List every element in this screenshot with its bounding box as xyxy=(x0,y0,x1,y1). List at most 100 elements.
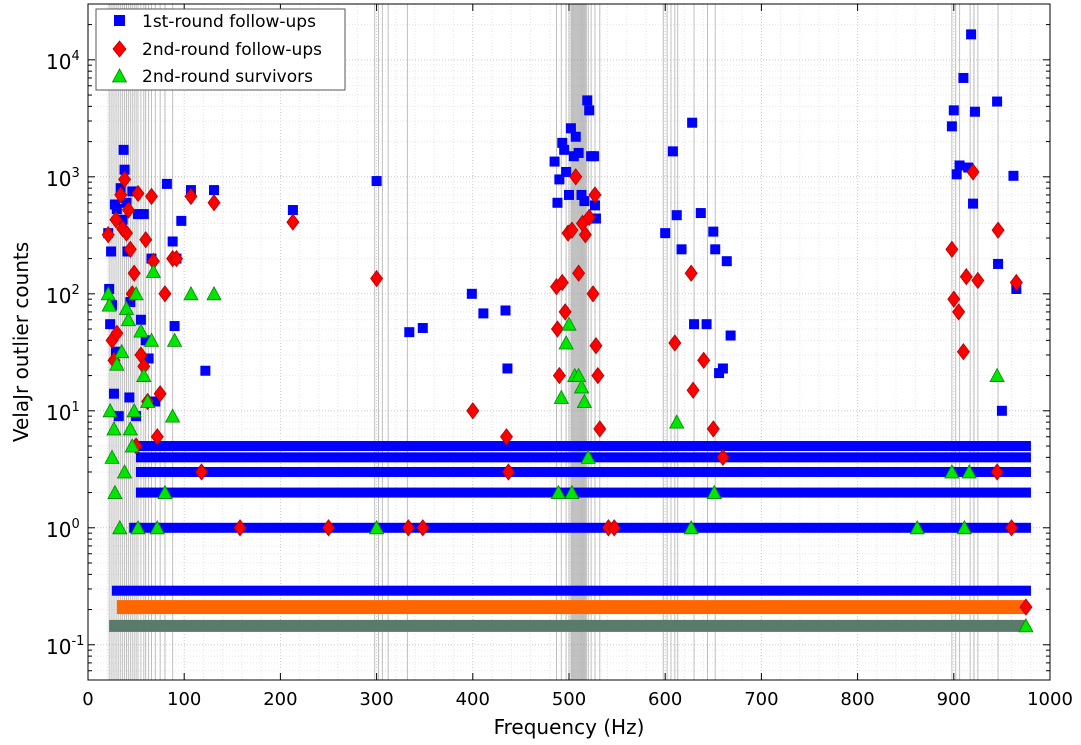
data-point-triangle xyxy=(107,484,123,499)
data-point-triangle xyxy=(944,464,960,479)
data-point-diamond xyxy=(550,320,564,338)
band-square-row xyxy=(135,522,1031,533)
data-point-square xyxy=(500,305,511,316)
data-point-square xyxy=(119,164,130,175)
data-point-square xyxy=(1008,170,1019,181)
data-point-diamond xyxy=(195,463,209,481)
data-point-diamond xyxy=(952,303,966,321)
data-point-square xyxy=(110,346,121,357)
data-point-diamond xyxy=(945,240,959,258)
data-point-triangle xyxy=(1018,618,1034,633)
data-point-diamond xyxy=(123,240,137,258)
data-point-diamond xyxy=(127,264,141,282)
data-point-square xyxy=(209,185,220,196)
data-point-diamond xyxy=(114,186,128,204)
data-point-triangle xyxy=(564,484,580,499)
data-point-square xyxy=(667,146,678,157)
legend-box xyxy=(95,8,346,91)
band-square-row xyxy=(111,585,1031,596)
x-tick-label: 600 xyxy=(648,689,682,710)
data-point-triangle xyxy=(114,343,130,359)
data-point-triangle xyxy=(149,519,165,535)
x-tick-labels: 0 100 200 300 400 500 600 700 800 900 1000 xyxy=(82,689,1073,710)
data-point-diamond xyxy=(233,519,247,537)
data-point-square xyxy=(576,189,587,200)
band-square-row xyxy=(135,466,1031,477)
data-point-triangle xyxy=(561,316,577,331)
data-point-square xyxy=(589,151,600,162)
data-point-diamond xyxy=(578,226,592,244)
data-point-square xyxy=(725,330,736,341)
data-point-square xyxy=(135,314,146,325)
data-point-square xyxy=(117,214,128,225)
data-point-triangle xyxy=(120,311,137,327)
data-point-square xyxy=(549,156,560,167)
y-tick-label: 103 xyxy=(46,166,80,191)
data-point-square xyxy=(502,363,513,374)
data-point-square xyxy=(118,144,129,155)
data-point-square xyxy=(676,244,687,255)
data-point-triangle xyxy=(139,393,156,408)
data-point-diamond xyxy=(697,351,711,369)
data-point-square xyxy=(559,144,570,155)
data-point-square xyxy=(565,123,576,134)
data-point-diamond xyxy=(593,420,607,438)
data-point-square xyxy=(108,388,119,399)
data-point-square xyxy=(968,198,979,209)
data-point-triangle xyxy=(128,285,144,301)
data-point-diamond xyxy=(119,224,133,242)
data-point-triangle xyxy=(124,438,140,453)
x-tick-label: 300 xyxy=(359,689,393,710)
data-point-triangle xyxy=(206,285,222,301)
data-point-square xyxy=(717,363,728,374)
data-point-diamond xyxy=(607,519,621,537)
data-point-diamond xyxy=(565,221,579,239)
legend: 1st-round follow-ups 2nd-round follow-up… xyxy=(95,8,346,91)
data-point-diamond xyxy=(959,268,973,286)
data-point-triangle xyxy=(101,297,117,312)
data-point-square xyxy=(169,321,180,332)
data-point-triangle xyxy=(558,335,574,350)
data-point-diamond xyxy=(139,231,153,249)
data-point-square xyxy=(969,106,980,117)
band-diamond-row xyxy=(116,600,1026,615)
data-point-square xyxy=(140,335,151,346)
data-point-diamond xyxy=(131,184,145,203)
data-point-square xyxy=(570,131,581,142)
data-point-diamond xyxy=(668,334,682,352)
data-point-triangle xyxy=(909,519,925,535)
data-point-square xyxy=(552,197,563,208)
data-point-diamond xyxy=(591,366,605,385)
data-point-triangle xyxy=(706,484,722,499)
legend-square-icon xyxy=(114,15,125,26)
data-point-diamond xyxy=(971,271,985,290)
data-point-square xyxy=(584,105,595,116)
data-point-diamond xyxy=(582,208,596,227)
data-point-triangle xyxy=(183,285,199,301)
data-point-square xyxy=(963,162,974,173)
data-point-triangle xyxy=(683,519,699,535)
data-point-diamond xyxy=(1009,273,1023,292)
data-point-square xyxy=(478,308,489,319)
data-point-square xyxy=(948,105,959,116)
data-point-square xyxy=(721,256,732,267)
data-point-diamond xyxy=(990,463,1004,481)
x-tick-label: 0 xyxy=(82,689,93,710)
data-point-square xyxy=(590,213,601,224)
data-point-triangle xyxy=(136,367,152,382)
data-point-square xyxy=(176,215,187,226)
data-point-triangle xyxy=(112,519,128,535)
data-point-triangle xyxy=(118,300,135,315)
data-point-diamond xyxy=(501,463,515,481)
band-square-row xyxy=(135,441,1031,452)
data-point-square xyxy=(121,197,132,208)
data-point-square xyxy=(689,319,700,330)
data-point-square xyxy=(105,319,116,330)
data-point-diamond xyxy=(144,187,158,206)
data-point-square xyxy=(966,29,977,40)
data-point-diamond xyxy=(991,221,1005,239)
data-point-diamond xyxy=(716,448,730,467)
data-point-square xyxy=(404,327,415,338)
data-point-square xyxy=(167,236,178,247)
y-axis-label: VelaJr outlier counts xyxy=(9,242,33,442)
